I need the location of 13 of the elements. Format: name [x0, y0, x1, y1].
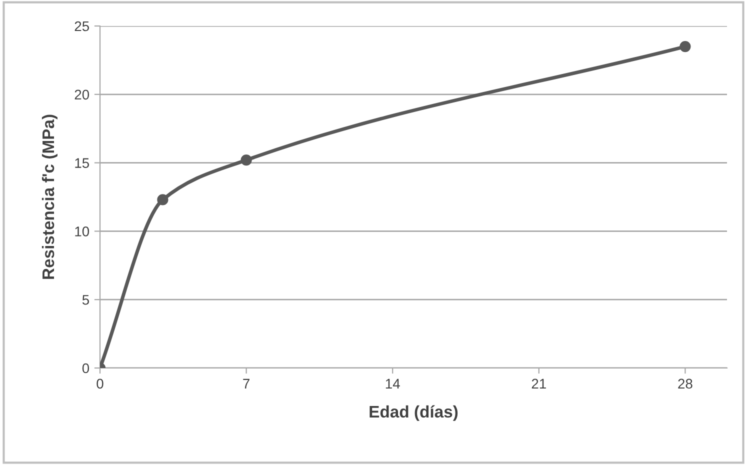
x-tick-label: 28 [678, 378, 692, 389]
x-tick-label: 21 [532, 378, 546, 388]
x-axis-title: Edad (días) [370, 405, 458, 421]
x-tick-label: 14 [386, 378, 400, 388]
y-tick-label: 10 [75, 226, 90, 236]
x-tick-label: 0 [96, 378, 104, 389]
y-tick-label: 15 [75, 158, 90, 168]
y-axis-title: Resistencia f'c (MPa) [42, 114, 58, 279]
x-tick-label: 7 [243, 378, 250, 388]
y-tick-label: 0 [82, 363, 90, 374]
y-tick-label: 20 [74, 90, 90, 100]
y-tick-label: 5 [82, 295, 89, 305]
y-tick-label: 25 [74, 21, 90, 32]
